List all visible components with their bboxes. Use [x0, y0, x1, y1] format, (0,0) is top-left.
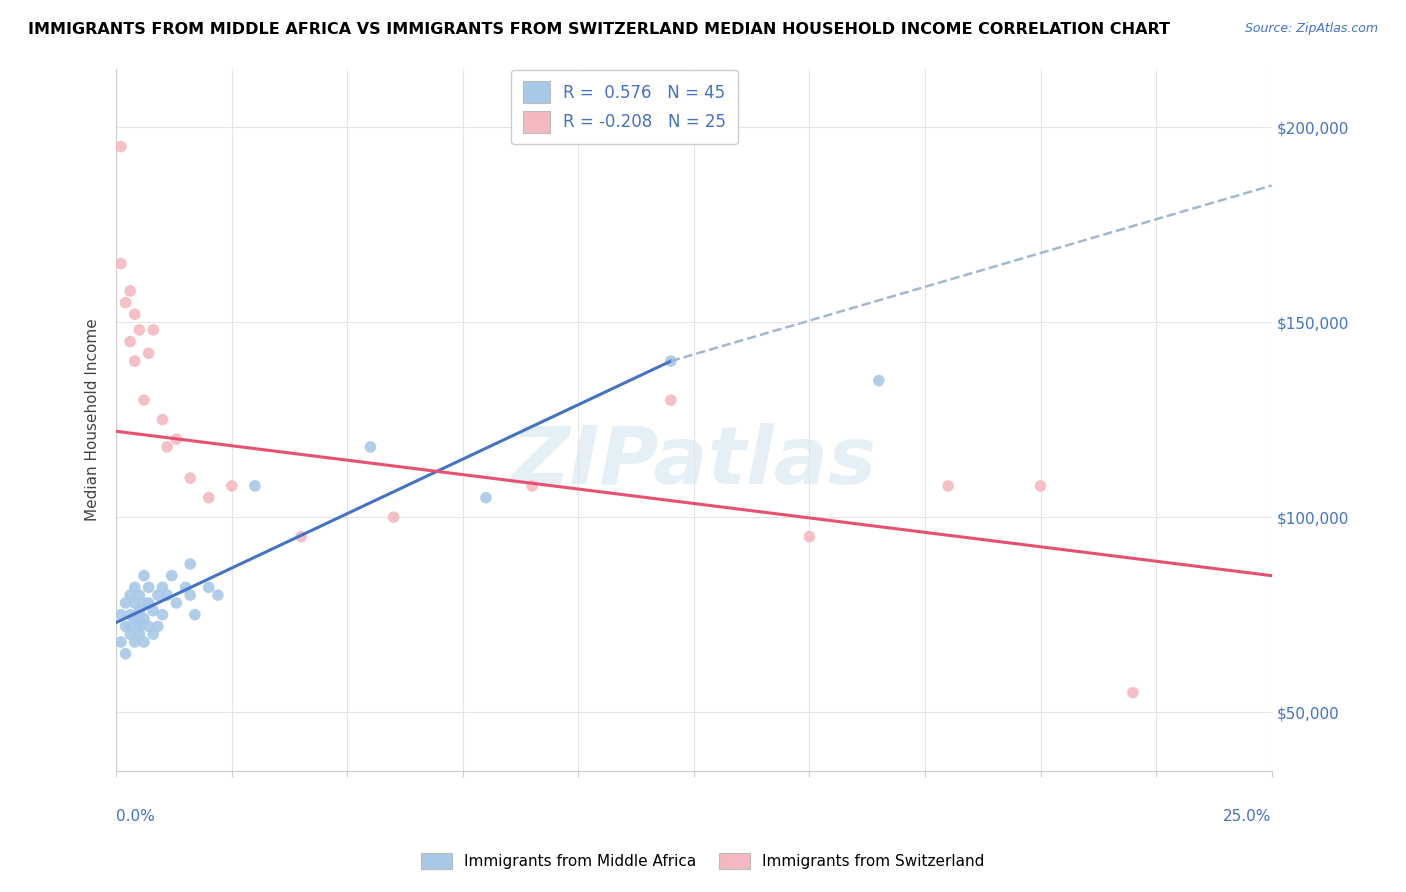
Point [128, 588, 150, 602]
Point [522, 479, 544, 493]
Point [142, 604, 165, 618]
Point [114, 295, 136, 310]
Point [142, 627, 165, 641]
Point [146, 588, 169, 602]
Point [128, 615, 150, 630]
Point [179, 471, 201, 485]
Point [868, 374, 890, 388]
Point [165, 432, 187, 446]
Point [124, 307, 146, 321]
Point [124, 580, 146, 594]
Point [152, 607, 174, 622]
Point [110, 139, 132, 153]
Point [179, 557, 201, 571]
Point [179, 588, 201, 602]
Point [132, 568, 155, 582]
Point [936, 479, 959, 493]
Point [152, 412, 174, 426]
Point [659, 393, 682, 408]
Point [132, 635, 155, 649]
Legend: Immigrants from Middle Africa, Immigrants from Switzerland: Immigrants from Middle Africa, Immigrant… [415, 847, 991, 875]
Point [110, 635, 132, 649]
Point [207, 588, 229, 602]
Legend: R =  0.576   N = 45, R = -0.208   N = 25: R = 0.576 N = 45, R = -0.208 N = 25 [512, 70, 738, 145]
Point [132, 611, 155, 625]
Point [120, 619, 142, 633]
Point [114, 596, 136, 610]
Point [120, 284, 142, 298]
Point [120, 334, 142, 349]
Point [138, 619, 160, 633]
Point [243, 479, 266, 493]
Point [110, 607, 132, 622]
Point [128, 619, 150, 633]
Point [290, 530, 312, 544]
Point [128, 323, 150, 337]
Text: Source: ZipAtlas.com: Source: ZipAtlas.com [1244, 22, 1378, 36]
Point [120, 588, 142, 602]
Point [128, 627, 150, 641]
Point [120, 607, 142, 622]
Point [142, 323, 165, 337]
Text: 25.0%: 25.0% [1223, 809, 1271, 824]
Point [132, 393, 155, 408]
Point [120, 627, 142, 641]
Point [132, 596, 155, 610]
Point [138, 580, 160, 594]
Point [1029, 479, 1052, 493]
Text: IMMIGRANTS FROM MIDDLE AFRICA VS IMMIGRANTS FROM SWITZERLAND MEDIAN HOUSEHOLD IN: IMMIGRANTS FROM MIDDLE AFRICA VS IMMIGRA… [28, 22, 1170, 37]
Point [382, 510, 405, 524]
Point [197, 580, 219, 594]
Point [475, 491, 498, 505]
Point [128, 604, 150, 618]
Point [146, 619, 169, 633]
Point [174, 580, 197, 594]
Point [114, 647, 136, 661]
Text: ZIPatlas: ZIPatlas [512, 423, 876, 500]
Point [156, 588, 179, 602]
Point [124, 635, 146, 649]
Point [152, 580, 174, 594]
Point [197, 491, 219, 505]
Point [138, 596, 160, 610]
Point [138, 346, 160, 360]
Point [659, 354, 682, 368]
Point [124, 354, 146, 368]
Point [1122, 686, 1144, 700]
Point [124, 611, 146, 625]
Point [165, 596, 187, 610]
Point [799, 530, 821, 544]
Point [221, 479, 243, 493]
Point [156, 440, 179, 454]
Y-axis label: Median Household Income: Median Household Income [86, 318, 100, 521]
Point [110, 256, 132, 270]
Point [124, 596, 146, 610]
Text: 0.0%: 0.0% [117, 809, 155, 824]
Point [359, 440, 381, 454]
Point [160, 568, 183, 582]
Point [184, 607, 207, 622]
Point [114, 619, 136, 633]
